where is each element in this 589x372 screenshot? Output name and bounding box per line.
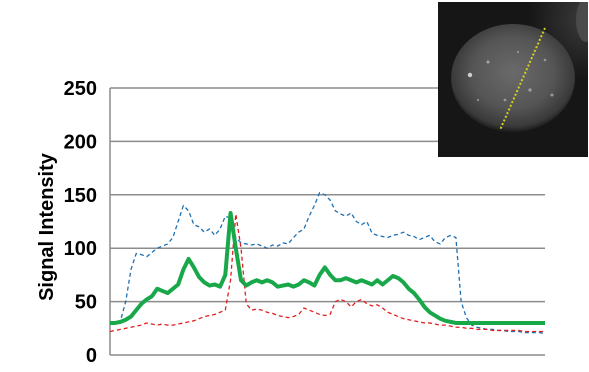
- profile-line-marker: [499, 27, 546, 131]
- series-line-2: [109, 213, 545, 333]
- y-tick-labels: 0 50 100 150 200 250: [64, 78, 97, 367]
- y-tick-label-0: 0: [86, 345, 97, 367]
- y-tick-label-150: 150: [64, 185, 97, 207]
- y-axis-title: Signal Intensity: [36, 152, 58, 301]
- nucleus-image-inset: [438, 2, 588, 157]
- series-line-1: [110, 192, 546, 335]
- series-lines: [109, 192, 546, 335]
- gridlines: [109, 87, 545, 356]
- nucleus-shape: [451, 24, 575, 132]
- y-tick-label-100: 100: [64, 238, 97, 260]
- y-tick-label-50: 50: [75, 292, 97, 314]
- y-tick-label-200: 200: [64, 131, 97, 153]
- series-line-3: [110, 210, 545, 325]
- y-tick-label-250: 250: [64, 78, 97, 100]
